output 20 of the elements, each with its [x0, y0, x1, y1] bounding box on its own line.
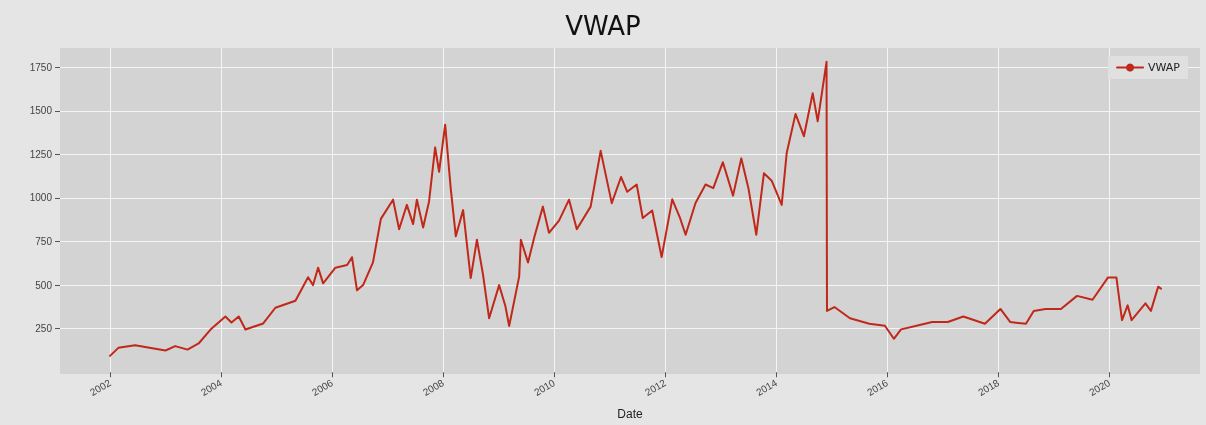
- x-tick-label: 2006: [310, 377, 336, 398]
- x-tick-label: 2002: [88, 377, 114, 398]
- y-tick-label: 500: [35, 279, 53, 291]
- x-tick-label: 2016: [865, 377, 891, 398]
- y-tick-label: 1750: [29, 61, 53, 73]
- y-tick-label: 1250: [29, 148, 53, 160]
- y-tick-label: 1500: [29, 105, 53, 117]
- x-axis-title: Date: [617, 407, 643, 421]
- y-tick-label: 250: [35, 323, 53, 335]
- x-tick-label: 2004: [198, 377, 225, 398]
- x-tick-label: 2018: [976, 377, 1002, 398]
- x-tick-label: 2008: [421, 377, 447, 398]
- x-tick-label: 2012: [643, 377, 669, 398]
- x-tick-label: 2020: [1087, 377, 1113, 398]
- x-tick-label: 2010: [532, 377, 558, 398]
- x-tick-label: 2014: [754, 377, 780, 398]
- y-tick-label: 750: [35, 236, 53, 248]
- chart-title: VWAP: [565, 11, 641, 41]
- legend-label: VWAP: [1148, 61, 1181, 74]
- y-tick-label: 1000: [29, 192, 53, 204]
